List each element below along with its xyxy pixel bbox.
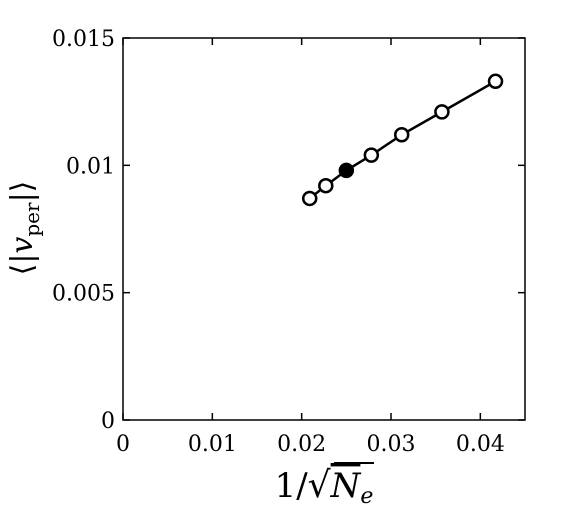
data-point-filled <box>338 162 355 179</box>
x-tick-label: 0.04 <box>456 432 505 457</box>
x-axis-label: 1/√Ne <box>275 465 374 509</box>
y-tick-label: 0 <box>101 409 115 434</box>
x-tick-label: 0.01 <box>188 432 237 457</box>
x-tick-label: 0.02 <box>277 432 326 457</box>
tick-labels: 0 0.01 0.02 0.03 0.04 0 0.005 0.01 0.015 <box>52 27 505 457</box>
data-point <box>434 104 450 120</box>
x-tick-label: 0 <box>116 432 130 457</box>
data-point <box>318 177 334 194</box>
ticks <box>122 37 525 421</box>
plot-frame <box>122 37 526 421</box>
data-point <box>301 190 318 207</box>
series <box>301 73 504 207</box>
y-axis-label: ⟨|vper|⟩ <box>5 181 44 276</box>
data-point <box>393 127 410 143</box>
data-point <box>363 147 380 163</box>
x-tick-label: 0.03 <box>367 432 416 457</box>
data-point <box>487 73 504 90</box>
y-tick-label: 0.005 <box>52 282 115 307</box>
y-tick-label: 0.01 <box>66 154 115 179</box>
y-tick-label: 0.015 <box>52 27 115 52</box>
